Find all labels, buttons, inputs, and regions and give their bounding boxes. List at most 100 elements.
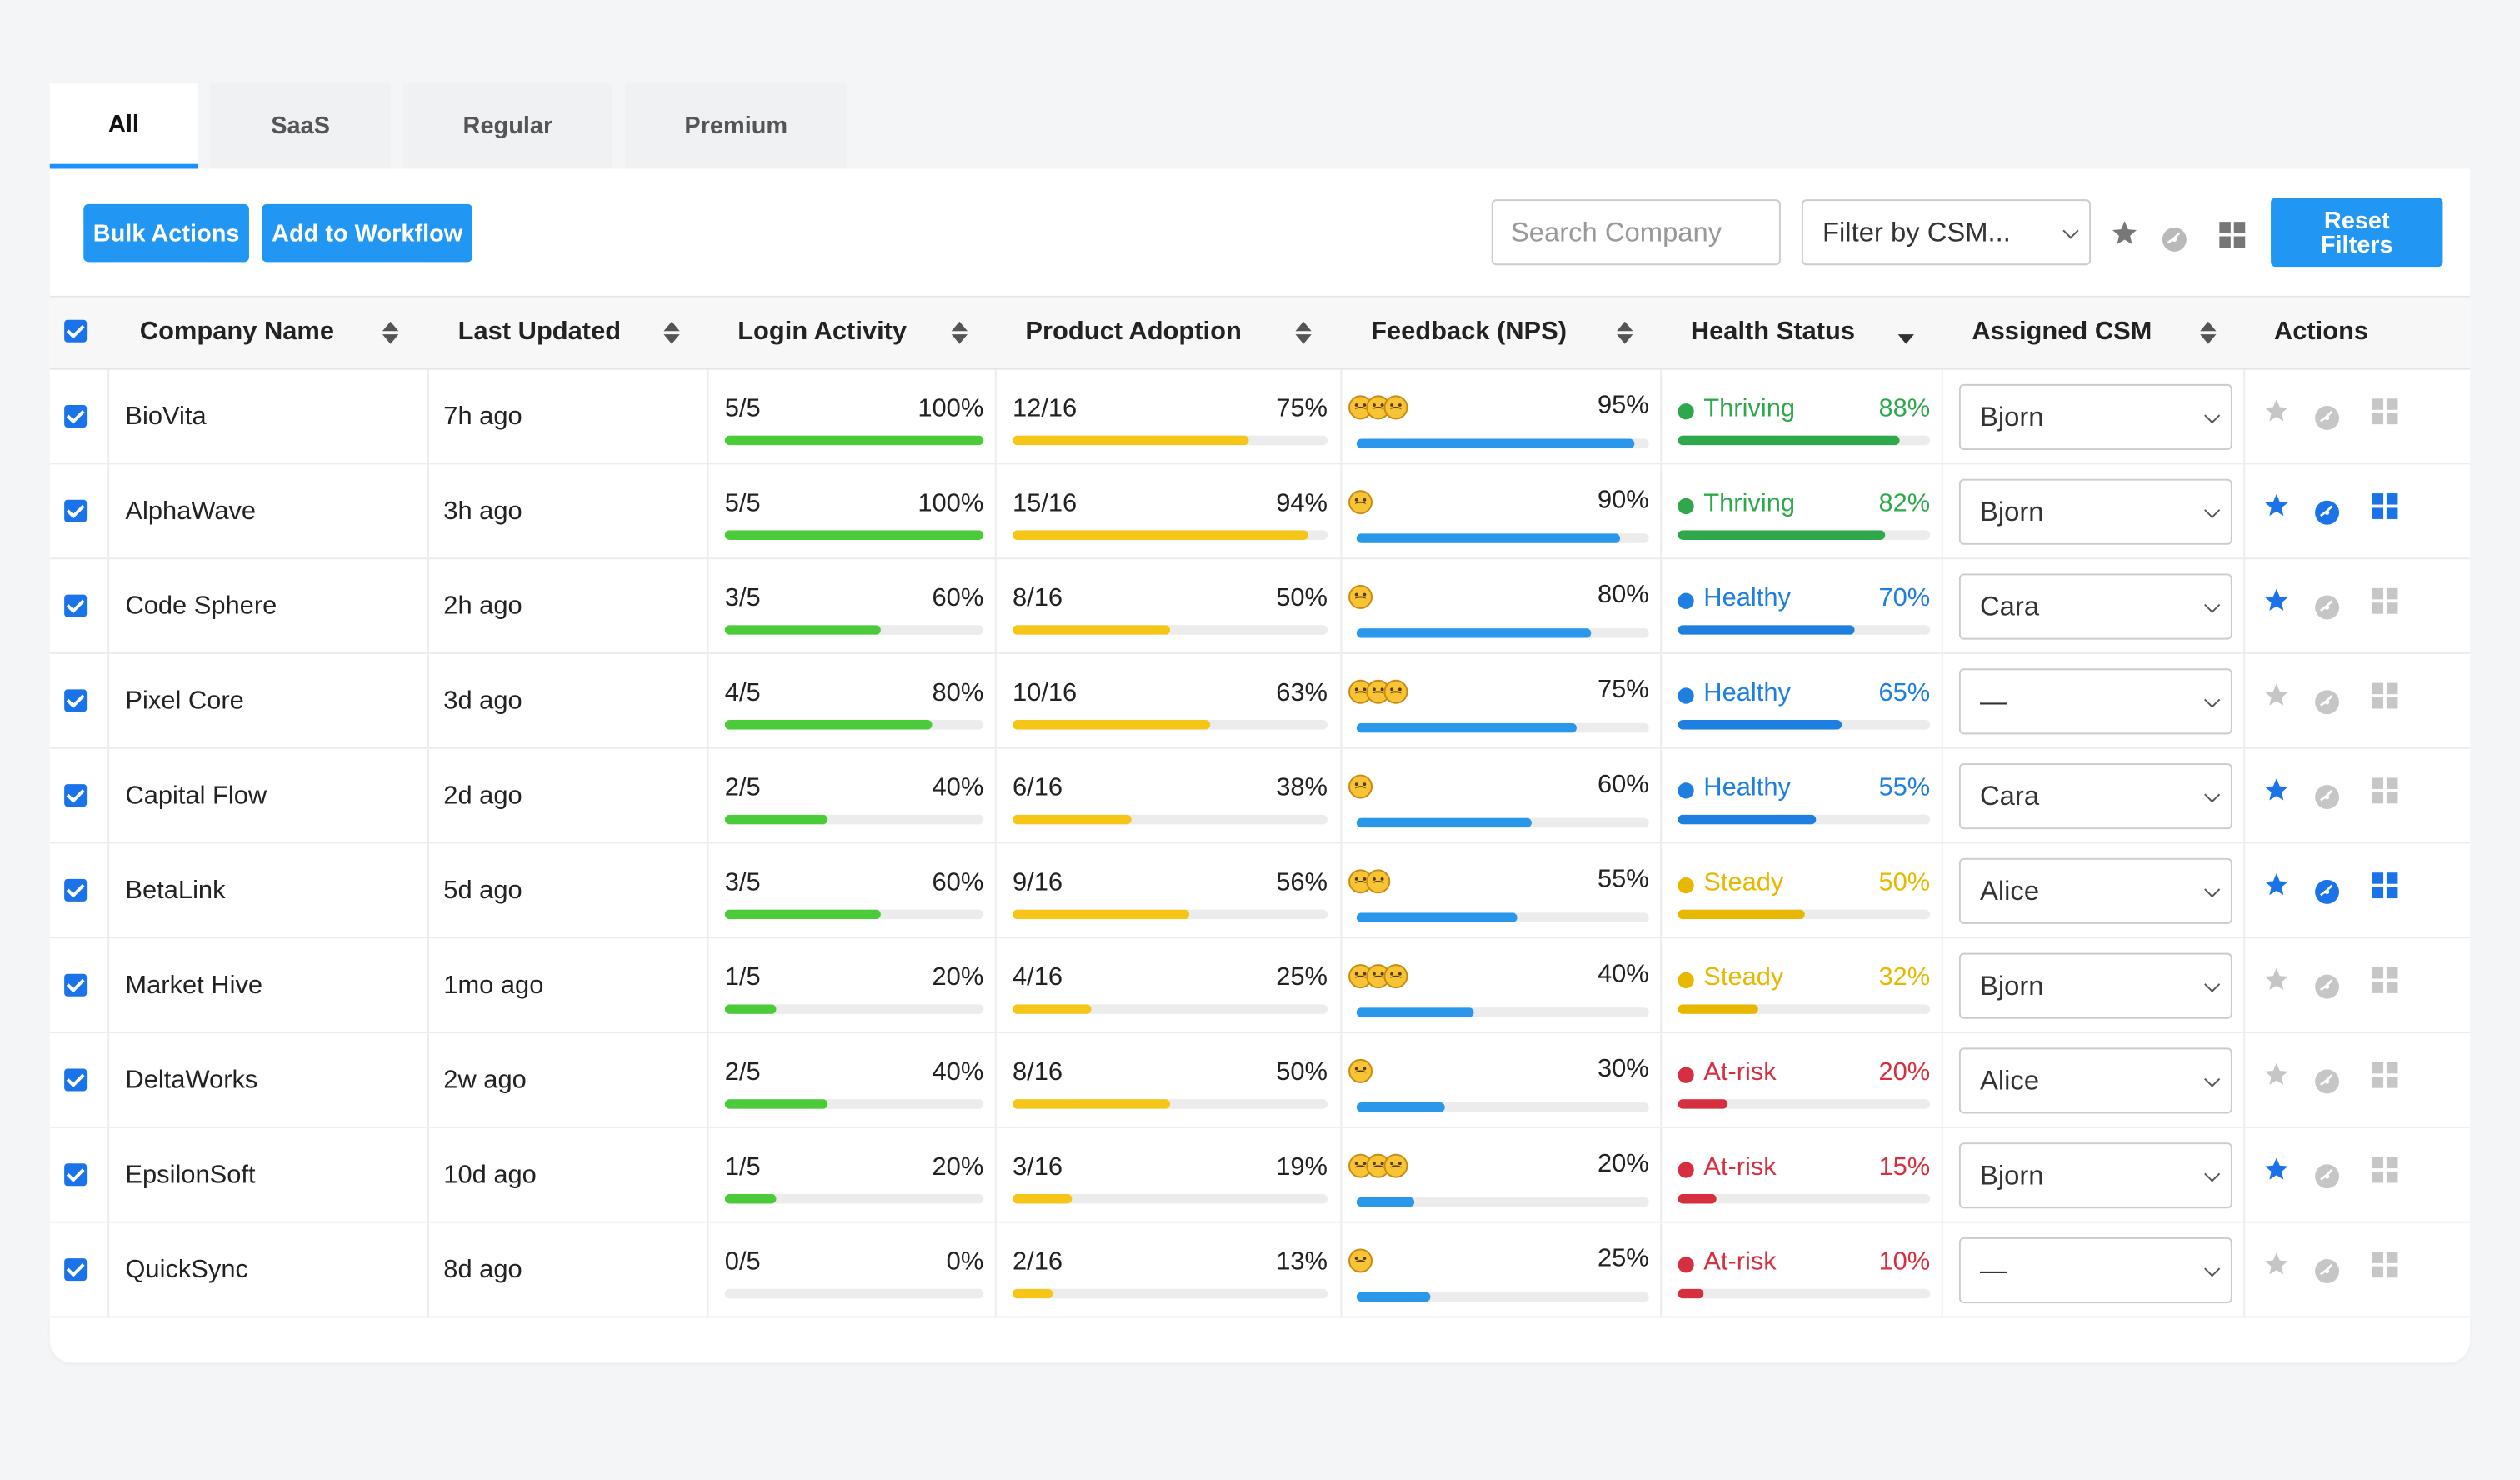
row-checkbox[interactable] <box>64 499 88 522</box>
assigned-csm-select[interactable]: Bjorn <box>1958 1142 2232 1209</box>
gauge-icon[interactable] <box>2314 1258 2340 1284</box>
star-icon[interactable] <box>2262 1061 2290 1088</box>
select-all-checkbox[interactable] <box>64 319 88 342</box>
assigned-csm-select[interactable]: — <box>1958 668 2232 735</box>
grid-view-icon[interactable] <box>2219 222 2246 248</box>
company-name[interactable]: Pixel Core <box>125 688 244 716</box>
add-to-workflow-button[interactable]: Add to Workflow <box>262 203 472 262</box>
gauge-icon[interactable] <box>2314 1068 2340 1094</box>
col-feedback-nps[interactable]: Feedback (NPS) <box>1371 318 1567 346</box>
row-checkbox[interactable] <box>64 594 88 618</box>
star-icon[interactable] <box>2262 966 2290 993</box>
table-row[interactable]: BetaLink 5d ago 3/5 60% 9/16 56% 55% Steady 50% A… <box>49 843 2471 939</box>
sort-desc-icon[interactable] <box>1898 320 1914 346</box>
col-company-name[interactable]: Company Name <box>139 318 334 346</box>
tab-all[interactable]: All <box>49 83 198 169</box>
company-name[interactable]: BetaLink <box>125 877 226 905</box>
company-name[interactable]: QuickSync <box>125 1257 248 1284</box>
row-checkbox[interactable] <box>64 784 88 808</box>
company-name[interactable]: Code Sphere <box>125 592 278 621</box>
gauge-icon[interactable] <box>2314 784 2340 810</box>
assigned-csm-select[interactable]: Bjorn <box>1958 952 2232 1019</box>
search-input[interactable]: Search Company <box>1491 199 1781 266</box>
row-checkbox[interactable] <box>64 1258 88 1282</box>
grid-icon[interactable] <box>2372 398 2398 425</box>
assigned-csm-select[interactable]: Cara <box>1958 573 2232 640</box>
tab-regular[interactable]: Regular <box>403 83 612 169</box>
grid-icon[interactable] <box>2372 1157 2398 1183</box>
sort-icon[interactable] <box>2200 320 2217 346</box>
adoption-count: 4/16 <box>1012 964 1063 992</box>
grid-icon[interactable] <box>2372 588 2398 614</box>
assigned-csm-select[interactable]: Alice <box>1958 1048 2232 1114</box>
star-icon[interactable] <box>2262 776 2290 803</box>
tab-saas[interactable]: SaaS <box>210 83 391 169</box>
grid-icon[interactable] <box>2372 1252 2398 1278</box>
grid-icon[interactable] <box>2372 682 2398 709</box>
gauge-icon[interactable] <box>2314 1163 2340 1189</box>
table-row[interactable]: Market Hive 1mo ago 1/5 20% 4/16 25% 40% Steady… <box>49 938 2471 1034</box>
gauge-icon[interactable] <box>2314 974 2340 1000</box>
assigned-csm-select[interactable]: Bjorn <box>1958 383 2232 450</box>
filter-csm-select[interactable]: Filter by CSM... <box>1801 199 2092 266</box>
col-assigned-csm[interactable]: Assigned CSM <box>1972 318 2152 346</box>
sort-icon[interactable] <box>1295 320 1312 346</box>
col-login-activity[interactable]: Login Activity <box>738 318 908 346</box>
grid-icon[interactable] <box>2372 778 2398 804</box>
assigned-csm-select[interactable]: Alice <box>1958 858 2232 924</box>
row-checkbox[interactable] <box>64 404 88 428</box>
table-row[interactable]: Pixel Core 3d ago 4/5 80% 10/16 63% 75% Healthy… <box>49 653 2471 749</box>
company-name[interactable]: BioVita <box>125 403 207 431</box>
table-row[interactable]: Code Sphere 2h ago 3/5 60% 8/16 50% 80% Healthy… <box>49 559 2471 654</box>
star-icon[interactable] <box>2262 397 2290 424</box>
star-icon[interactable] <box>2262 871 2290 898</box>
star-icon[interactable] <box>2262 587 2290 614</box>
sort-icon[interactable] <box>1617 320 1633 346</box>
reset-filters-button[interactable]: Reset Filters <box>2271 198 2443 268</box>
col-product-adoption[interactable]: Product Adoption <box>1025 318 1242 346</box>
row-checkbox[interactable] <box>64 1068 88 1092</box>
assigned-csm-select[interactable]: — <box>1958 1237 2232 1304</box>
table-row[interactable]: EpsilonSoft 10d ago 1/5 20% 3/16 19% 20% At-ris… <box>49 1128 2471 1223</box>
assigned-csm-select[interactable]: Bjorn <box>1958 478 2232 545</box>
sort-icon[interactable] <box>951 320 968 346</box>
column-divider <box>50 748 110 842</box>
company-name[interactable]: DeltaWorks <box>125 1067 258 1095</box>
gauge-icon[interactable] <box>2314 689 2340 715</box>
company-name[interactable]: Market Hive <box>125 972 263 1000</box>
table-row[interactable]: QuickSync 8d ago 0/5 0% 2/16 13% 25% At-risk 10%… <box>49 1222 2471 1318</box>
company-name[interactable]: AlphaWave <box>125 498 257 526</box>
star-icon[interactable] <box>2262 1250 2290 1278</box>
sort-icon[interactable] <box>382 320 399 346</box>
company-name[interactable]: Capital Flow <box>125 782 268 810</box>
star-icon[interactable] <box>2262 682 2290 709</box>
sort-icon[interactable] <box>663 320 680 346</box>
gauge-icon[interactable] <box>2314 405 2340 431</box>
col-last-updated[interactable]: Last Updated <box>458 318 622 346</box>
grid-icon[interactable] <box>2372 493 2398 519</box>
company-name[interactable]: EpsilonSoft <box>125 1162 256 1190</box>
row-checkbox[interactable] <box>64 1163 88 1187</box>
row-checkbox[interactable] <box>64 689 88 712</box>
star-icon[interactable] <box>2262 1156 2290 1183</box>
star-icon[interactable] <box>2262 492 2290 519</box>
assigned-csm-select[interactable]: Cara <box>1958 763 2232 830</box>
gauge-icon[interactable] <box>2314 879 2340 905</box>
grid-icon[interactable] <box>2372 872 2398 899</box>
star-filter-icon[interactable] <box>2110 218 2139 248</box>
row-checkbox[interactable] <box>64 973 88 997</box>
gauge-filter-icon[interactable] <box>2162 227 2188 252</box>
bulk-actions-button[interactable]: Bulk Actions <box>83 203 249 262</box>
table-row[interactable]: Capital Flow 2d ago 2/5 40% 6/16 38% 60% Health… <box>49 748 2471 844</box>
col-health-status[interactable]: Health Status <box>1690 318 1856 346</box>
grid-icon[interactable] <box>2372 967 2398 993</box>
gauge-icon[interactable] <box>2314 500 2340 526</box>
chevron-down-icon <box>2204 1165 2221 1182</box>
table-row[interactable]: AlphaWave 3h ago 5/5 100% 15/16 94% 90% Thrivin… <box>49 464 2471 560</box>
tab-premium[interactable]: Premium <box>625 83 848 169</box>
gauge-icon[interactable] <box>2314 595 2340 621</box>
grid-icon[interactable] <box>2372 1062 2398 1088</box>
table-row[interactable]: BioVita 7h ago 5/5 100% 12/16 75% 95% Thriving 8… <box>49 369 2471 465</box>
table-row[interactable]: DeltaWorks 2w ago 2/5 40% 8/16 50% 30% At-risk 2… <box>49 1033 2471 1128</box>
row-checkbox[interactable] <box>64 878 88 902</box>
